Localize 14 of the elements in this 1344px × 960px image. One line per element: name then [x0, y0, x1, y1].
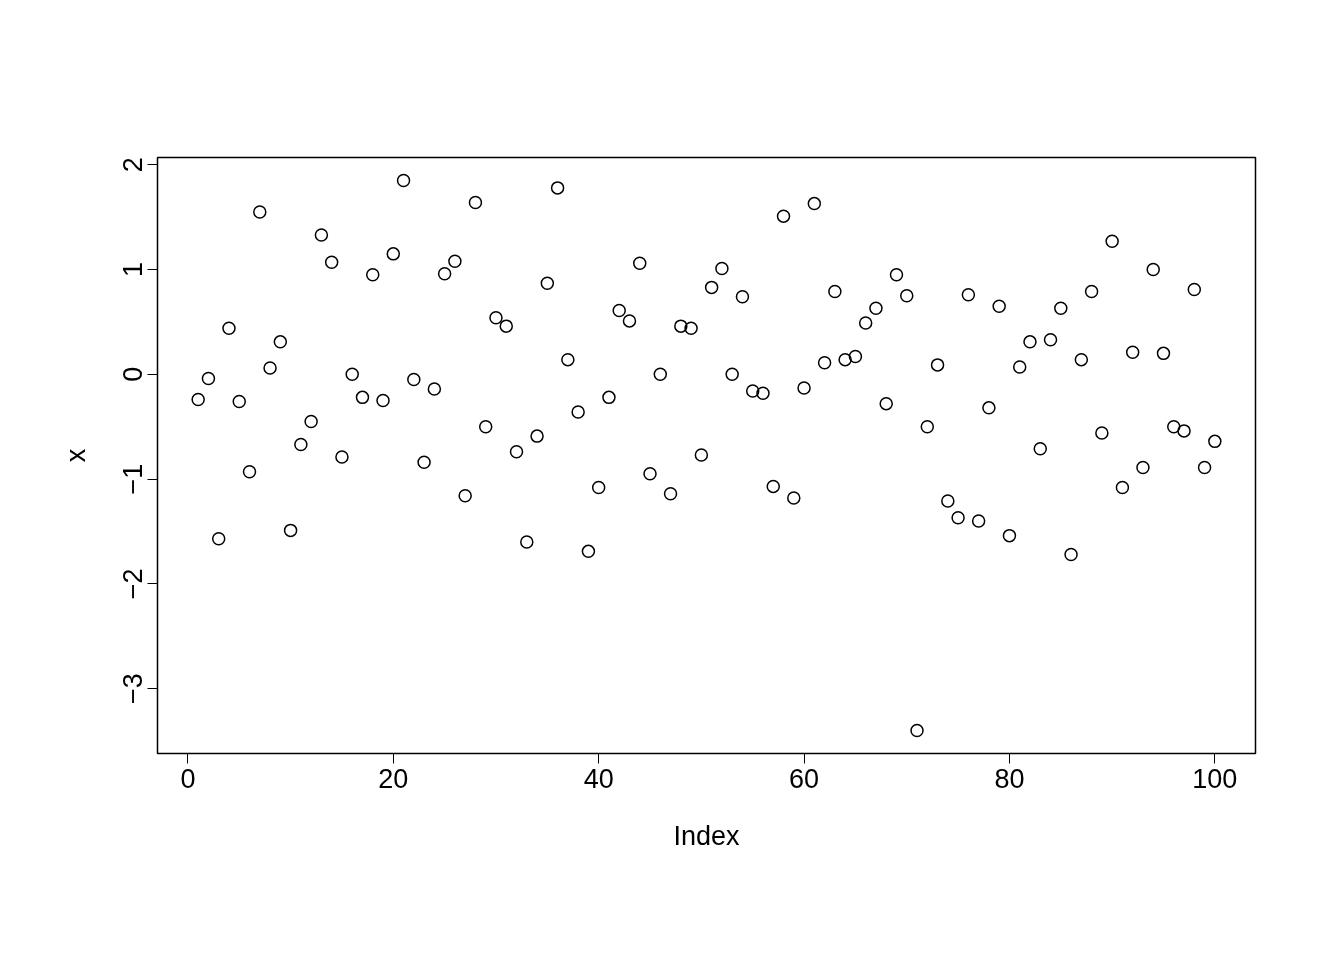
x-tick-label: 0 — [180, 763, 196, 794]
y-tick-label: 1 — [118, 262, 149, 278]
x-tick-label: 100 — [1192, 763, 1238, 794]
y-axis-title: x — [60, 448, 91, 463]
y-tick-label: −1 — [118, 463, 149, 495]
x-axis-title: Index — [673, 820, 741, 851]
x-tick-label: 80 — [994, 763, 1025, 794]
y-tick-label: −3 — [118, 673, 149, 704]
x-tick-label: 60 — [789, 763, 820, 794]
x-tick-label: 20 — [378, 763, 409, 794]
x-tick-label: 40 — [583, 763, 614, 794]
y-tick-label: 2 — [118, 157, 149, 173]
y-tick-label: 0 — [118, 366, 149, 382]
y-tick-label: −2 — [118, 568, 149, 600]
